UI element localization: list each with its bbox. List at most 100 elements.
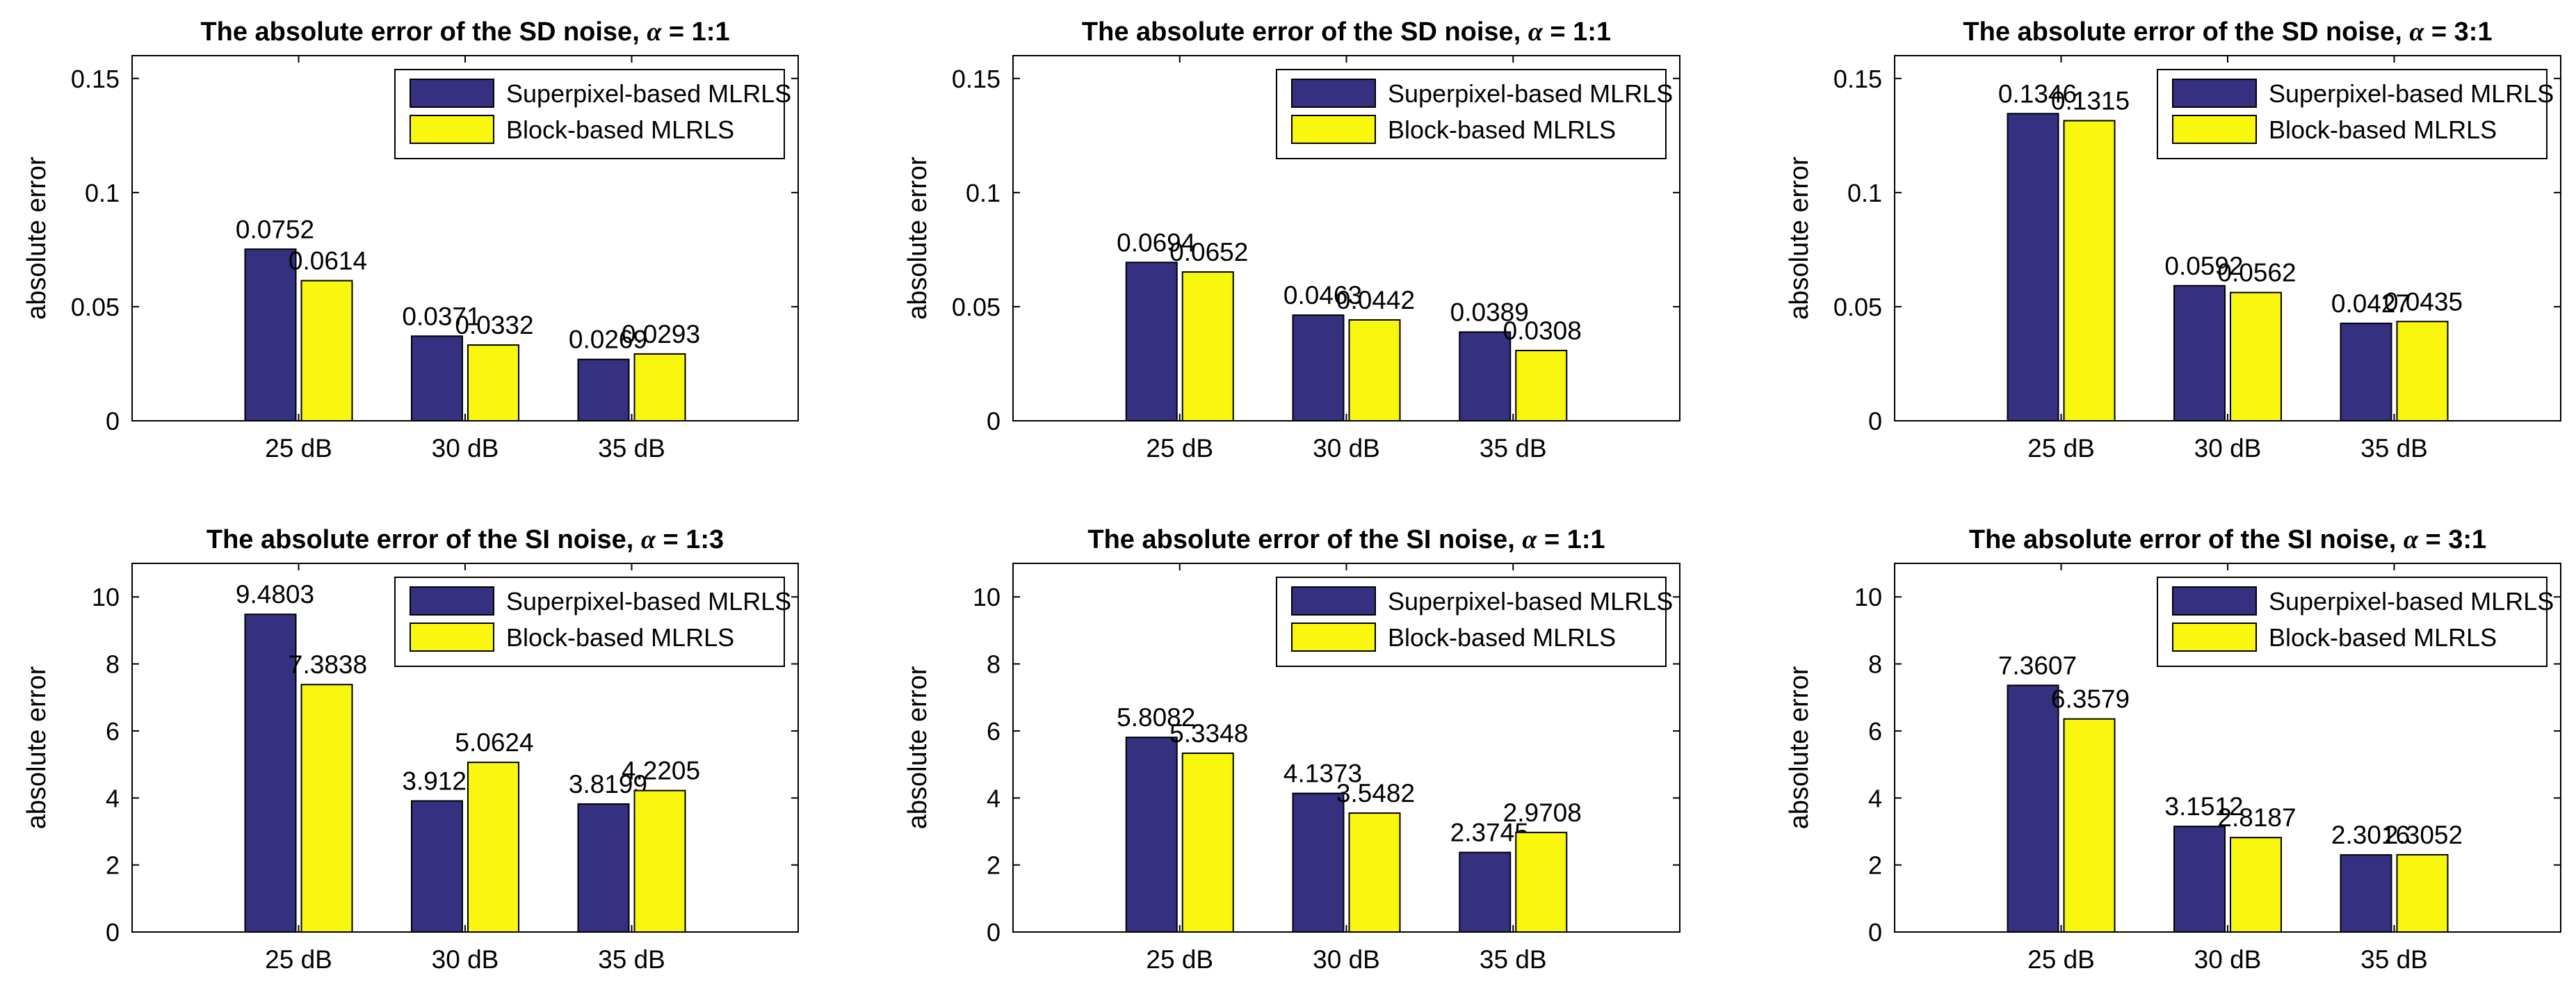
legend: Superpixel-based MLRLS Block-based MLRLS bbox=[2157, 577, 2554, 667]
chart-panel-5: The absolute error of the SI noise, α = … bbox=[903, 525, 1680, 974]
chart-panel-1: The absolute error of the SD noise, α = … bbox=[22, 17, 799, 463]
y-axis-label: absolute error bbox=[22, 156, 51, 320]
legend-swatch-block bbox=[1291, 115, 1376, 144]
y-tick-label: 4 bbox=[106, 784, 120, 812]
data-label: 2.3016 bbox=[2331, 821, 2410, 849]
y-tick-label: 4 bbox=[987, 784, 1001, 812]
legend-label: Block-based MLRLS bbox=[1388, 623, 1616, 652]
chart-title-text: The absolute error of the SI noise, bbox=[1087, 525, 1522, 554]
data-label: 9.4803 bbox=[236, 580, 314, 609]
x-tick-label: 30 dB bbox=[432, 945, 499, 974]
bar-superpixel bbox=[577, 803, 630, 933]
x-tick-label: 35 dB bbox=[1480, 434, 1547, 463]
legend-swatch-block bbox=[410, 622, 494, 652]
bar-block bbox=[1181, 271, 1234, 421]
data-label: 5.0624 bbox=[455, 728, 533, 757]
data-label: 0.1346 bbox=[1998, 79, 2077, 108]
y-tick-label: 6 bbox=[987, 717, 1001, 746]
bar-superpixel bbox=[1125, 262, 1178, 421]
bar-superpixel bbox=[2340, 322, 2392, 421]
y-tick-label: 6 bbox=[106, 717, 120, 746]
y-tick-label: 6 bbox=[1868, 717, 1882, 746]
y-tick-label: 0 bbox=[987, 918, 1001, 947]
legend: Superpixel-based MLRLS Block-based MLRLS bbox=[394, 577, 791, 667]
data-label: 4.2205 bbox=[622, 757, 700, 785]
bar-block bbox=[633, 353, 686, 421]
chart-title-alpha: α bbox=[2404, 525, 2419, 554]
legend-label: Block-based MLRLS bbox=[1388, 115, 1616, 144]
legend-swatch-superpixel bbox=[2172, 586, 2257, 616]
x-tick-label: 30 dB bbox=[2194, 945, 2262, 974]
chart-title-alpha: α bbox=[2409, 17, 2424, 47]
data-label: 0.1315 bbox=[2051, 87, 2130, 115]
y-tick-label: 2 bbox=[987, 851, 1001, 880]
x-tick-label: 25 dB bbox=[1146, 945, 1213, 974]
legend-swatch-superpixel bbox=[410, 586, 494, 616]
x-tick-label: 30 dB bbox=[432, 434, 499, 463]
y-tick-label: 8 bbox=[987, 650, 1001, 679]
legend-swatch-block bbox=[2172, 115, 2257, 144]
data-label: 0.0562 bbox=[2217, 259, 2296, 287]
legend-label: Block-based MLRLS bbox=[506, 623, 734, 652]
y-tick-label: 0.1 bbox=[85, 179, 120, 207]
bar-superpixel bbox=[2173, 826, 2226, 933]
legend: Superpixel-based MLRLS Block-based MLRLS bbox=[1276, 69, 1673, 159]
legend: Superpixel-based MLRLS Block-based MLRLS bbox=[1276, 577, 1673, 667]
data-label: 7.3838 bbox=[289, 650, 367, 679]
y-tick-label: 10 bbox=[1854, 583, 1882, 611]
x-tick-label: 35 dB bbox=[598, 945, 665, 974]
bar-block bbox=[1181, 752, 1234, 933]
legend-label: Block-based MLRLS bbox=[2269, 115, 2497, 144]
y-tick-label: 0.15 bbox=[71, 65, 120, 93]
y-tick-label: 0.05 bbox=[71, 293, 120, 321]
y-tick-label: 10 bbox=[973, 583, 1001, 611]
legend-label: Superpixel-based MLRLS bbox=[506, 79, 791, 108]
y-tick-label: 8 bbox=[1868, 650, 1882, 679]
data-label: 0.0427 bbox=[2331, 289, 2410, 318]
bar-block bbox=[300, 280, 353, 421]
legend-label: Block-based MLRLS bbox=[506, 115, 734, 144]
data-label: 2.9708 bbox=[1503, 798, 1582, 827]
chart-title: The absolute error of the SD noise, α = … bbox=[1963, 17, 2492, 47]
data-label: 0.0389 bbox=[1450, 298, 1529, 326]
x-tick-label: 25 dB bbox=[2027, 434, 2095, 463]
y-tick-label: 2 bbox=[106, 851, 120, 880]
legend-swatch-superpixel bbox=[410, 79, 494, 108]
bar-superpixel bbox=[1459, 331, 1512, 421]
y-axis-label: absolute error bbox=[1785, 156, 1814, 320]
chart-title-ratio: = 1:3 bbox=[656, 525, 724, 554]
data-label: 0.0435 bbox=[2384, 287, 2463, 316]
data-label: 4.1373 bbox=[1283, 760, 1362, 788]
y-tick-label: 0.1 bbox=[1847, 179, 1882, 207]
y-tick-label: 0 bbox=[987, 407, 1001, 435]
legend-label: Superpixel-based MLRLS bbox=[506, 587, 791, 616]
data-label: 0.0652 bbox=[1169, 238, 1248, 266]
data-label: 0.0442 bbox=[1336, 286, 1415, 314]
data-label: 0.0752 bbox=[236, 215, 314, 243]
bar-superpixel bbox=[1459, 851, 1512, 933]
chart-title-text: The absolute error of the SI noise, bbox=[206, 525, 641, 554]
legend: Superpixel-based MLRLS Block-based MLRLS bbox=[2157, 69, 2554, 159]
x-tick-label: 25 dB bbox=[1146, 434, 1213, 463]
legend-swatch-block bbox=[2172, 622, 2257, 652]
chart-title-text: The absolute error of the SD noise, bbox=[200, 17, 647, 47]
chart-title-ratio: = 1:1 bbox=[1543, 17, 1611, 47]
bar-block bbox=[2063, 120, 2116, 421]
legend-swatch-superpixel bbox=[2172, 79, 2257, 108]
data-label: 2.3052 bbox=[2384, 821, 2463, 849]
bar-block bbox=[1515, 831, 1568, 933]
data-label: 5.3348 bbox=[1169, 719, 1248, 748]
chart-title-alpha: α bbox=[1522, 525, 1537, 554]
bar-block bbox=[2063, 718, 2116, 933]
x-tick-label: 25 dB bbox=[2027, 945, 2095, 974]
legend-label: Superpixel-based MLRLS bbox=[1388, 79, 1673, 108]
chart-title-text: The absolute error of the SI noise, bbox=[1969, 525, 2404, 554]
legend-swatch-superpixel bbox=[1291, 79, 1376, 108]
chart-title-ratio: = 3:1 bbox=[2424, 17, 2492, 47]
y-tick-label: 0.1 bbox=[966, 179, 1001, 207]
x-tick-label: 35 dB bbox=[598, 434, 665, 463]
legend-label: Block-based MLRLS bbox=[2269, 623, 2497, 652]
y-tick-label: 0.05 bbox=[952, 293, 1001, 321]
chart-panel-4: The absolute error of the SI noise, α = … bbox=[22, 525, 799, 974]
